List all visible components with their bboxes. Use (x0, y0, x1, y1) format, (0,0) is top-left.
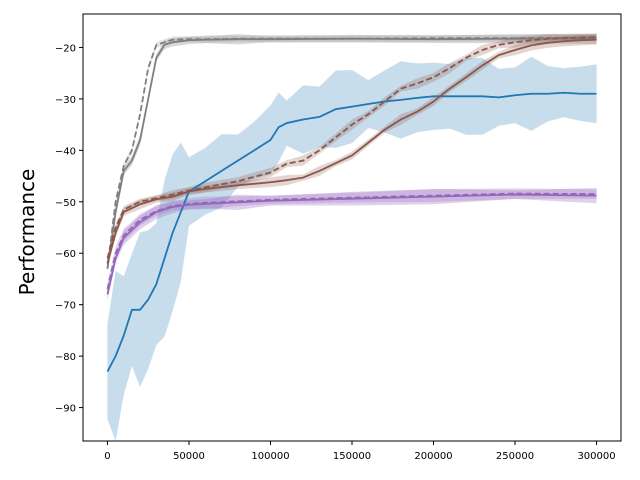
y-tick-label: −40 (55, 146, 76, 157)
x-tick-label: 300000 (577, 451, 615, 462)
y-tick-label: −50 (55, 198, 76, 209)
y-tick-label: −80 (55, 352, 76, 363)
axes: 0 50000 100000 150000 200000 250000 300000 −90 −… (55, 13, 622, 462)
series-line-3 (106, 38, 597, 264)
series-band-5 (107, 188, 597, 301)
series-line-2 (106, 36, 597, 269)
x-tick-label: 0 (104, 451, 110, 462)
y-tick-label: −20 (55, 43, 76, 54)
series-lines (106, 36, 597, 372)
x-tick-label: 250000 (496, 451, 534, 462)
series-line-4 (106, 36, 597, 259)
series-line-0 (106, 91, 597, 372)
y-tick-label: −30 (55, 95, 76, 106)
x-tick-label: 50000 (173, 451, 205, 462)
y-tick-label: −60 (55, 249, 76, 260)
y-tick-label: −70 (55, 301, 76, 312)
x-tick-label: 150000 (333, 451, 371, 462)
x-tick-label: 100000 (251, 451, 289, 462)
x-tick-label: 200000 (414, 451, 452, 462)
series-line-6 (106, 192, 597, 290)
series-line-5 (106, 193, 597, 295)
y-tick-label: −90 (55, 404, 76, 415)
series-band-0 (107, 56, 597, 442)
y-axis-title: Performance (15, 169, 39, 296)
